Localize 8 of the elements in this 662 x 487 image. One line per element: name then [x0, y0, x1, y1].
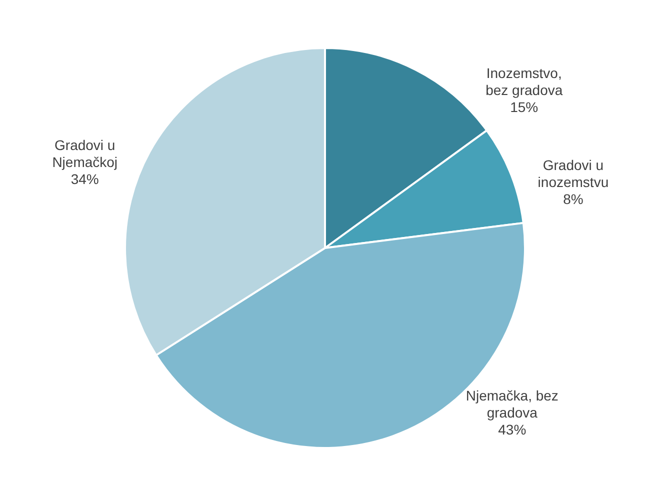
data-label: 15%: [510, 98, 538, 115]
data-label: 8%: [563, 190, 584, 207]
data-label: 34%: [70, 170, 99, 187]
slice-label: Gradovi u Njemačkoj: [52, 136, 118, 170]
slice-label: Njemačka, bez gradova: [466, 387, 558, 420]
slice-label: Gradovi u inozemstvu: [538, 156, 609, 190]
data-label: 43%: [498, 421, 526, 438]
slice-label: Inozemstvo, bez gradova: [486, 64, 563, 98]
